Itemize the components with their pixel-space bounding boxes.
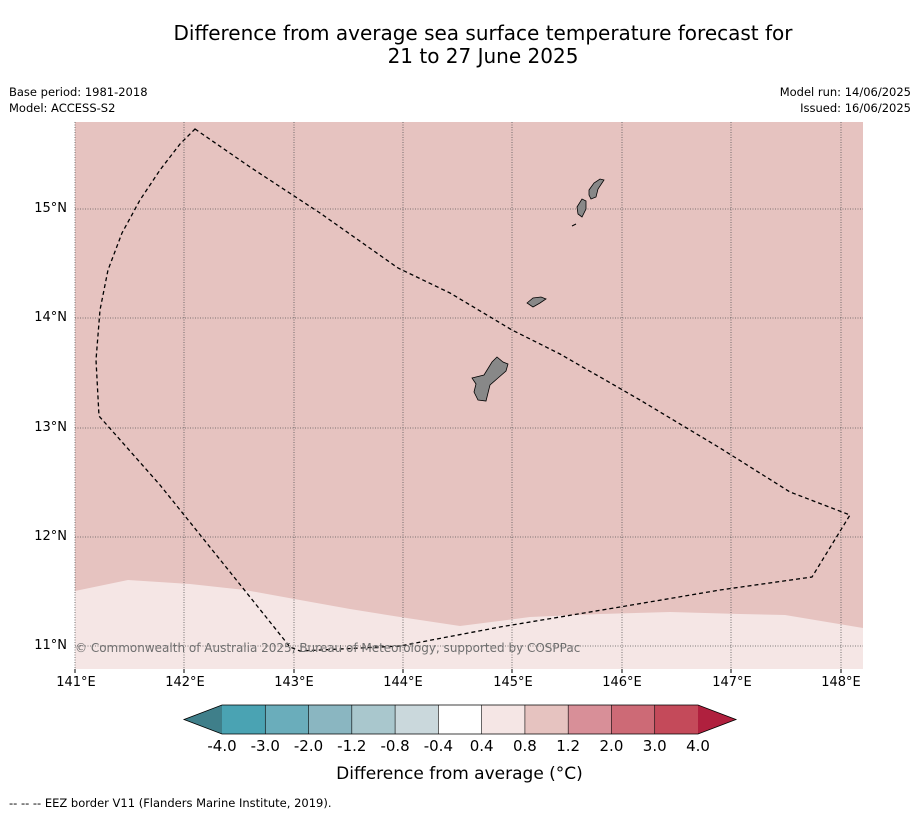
island-saipan	[588, 178, 605, 200]
map-title-line2: 21 to 27 June 2025	[387, 44, 579, 68]
colorbar-tick-label: -0.8	[380, 737, 410, 755]
lon-label-146e: 146°E	[602, 675, 642, 690]
lon-label-148e: 148°E	[821, 675, 861, 690]
island-rota	[526, 296, 547, 308]
colorbar-tick-label: -3.0	[250, 737, 280, 755]
colorbar-segment	[524, 705, 569, 734]
colorbar-segment	[611, 705, 656, 734]
colorbar-segment	[395, 705, 439, 734]
colorbar-label: Difference from average (°C)	[336, 764, 583, 784]
meta-right: Model run: 14/06/2025 Issued: 16/06/2025	[780, 84, 911, 116]
lat-label-11n: 11°N	[34, 638, 67, 653]
colorbar-extend-max	[698, 705, 736, 734]
graticule	[74, 122, 863, 669]
colorbar-tick-label: -4.0	[207, 737, 237, 755]
axis-ticks	[74, 669, 842, 673]
lon-label-141e: 141°E	[56, 675, 96, 690]
colorbar-extend-min	[184, 705, 222, 734]
colorbar-tick-label: 0.8	[512, 737, 537, 755]
island-tinian	[576, 198, 587, 218]
lon-label-144e: 144°E	[383, 675, 423, 690]
colorbar-tick-label: 1.2	[556, 737, 581, 755]
eez-border	[95, 128, 851, 652]
island-aguijan	[571, 223, 577, 227]
colorbar	[182, 704, 738, 735]
lat-label-13n: 13°N	[34, 420, 67, 435]
lon-label-143e: 143°E	[274, 675, 314, 690]
meta-left: Base period: 1981-2018 Model: ACCESS-S2	[9, 84, 148, 116]
colorbar-tick-label: 4.0	[686, 737, 710, 755]
copyright-notice: © Commonwealth of Australia 2025, Bureau…	[75, 641, 581, 655]
colorbar-segment	[481, 705, 526, 734]
lon-label-145e: 145°E	[493, 675, 533, 690]
island-guam	[471, 356, 509, 402]
model-name: Model: ACCESS-S2	[9, 101, 116, 115]
colorbar-segment	[568, 705, 612, 734]
map-title: Difference from average sea surface temp…	[90, 22, 876, 68]
lat-label-15n: 15°N	[34, 201, 67, 216]
map-title-line1: Difference from average sea surface temp…	[173, 21, 793, 45]
lon-label-142e: 142°E	[165, 675, 205, 690]
colorbar-tick-label: 0.4	[469, 737, 494, 755]
colorbar-segment	[308, 705, 353, 734]
base-period: Base period: 1981-2018	[9, 85, 148, 99]
colorbar-outline	[182, 704, 738, 735]
colorbar-tick-label: -0.4	[423, 737, 453, 755]
colorbar-tick-label: 3.0	[642, 737, 667, 755]
anomaly-fill-high	[75, 122, 863, 669]
model-run: Model run: 14/06/2025	[779, 85, 911, 99]
colorbar-tick-label: -1.2	[337, 737, 367, 755]
lon-label-147e: 147°E	[712, 675, 752, 690]
colorbar-segment	[222, 705, 266, 734]
colorbar-segment	[438, 705, 483, 734]
colorbar-segment	[351, 705, 396, 734]
issued-date: Issued: 16/06/2025	[800, 101, 911, 115]
colorbar-segment	[265, 705, 310, 734]
colorbar-tick-label: 2.0	[599, 737, 624, 755]
colorbar-segment	[654, 705, 699, 734]
eez-legend: -- -- -- EEZ border V11 (Flanders Marine…	[9, 796, 332, 810]
lat-label-12n: 12°N	[34, 529, 67, 544]
lat-label-14n: 14°N	[34, 310, 67, 325]
anomaly-fill-low	[75, 580, 863, 669]
colorbar-tick-label: -2.0	[293, 737, 324, 755]
